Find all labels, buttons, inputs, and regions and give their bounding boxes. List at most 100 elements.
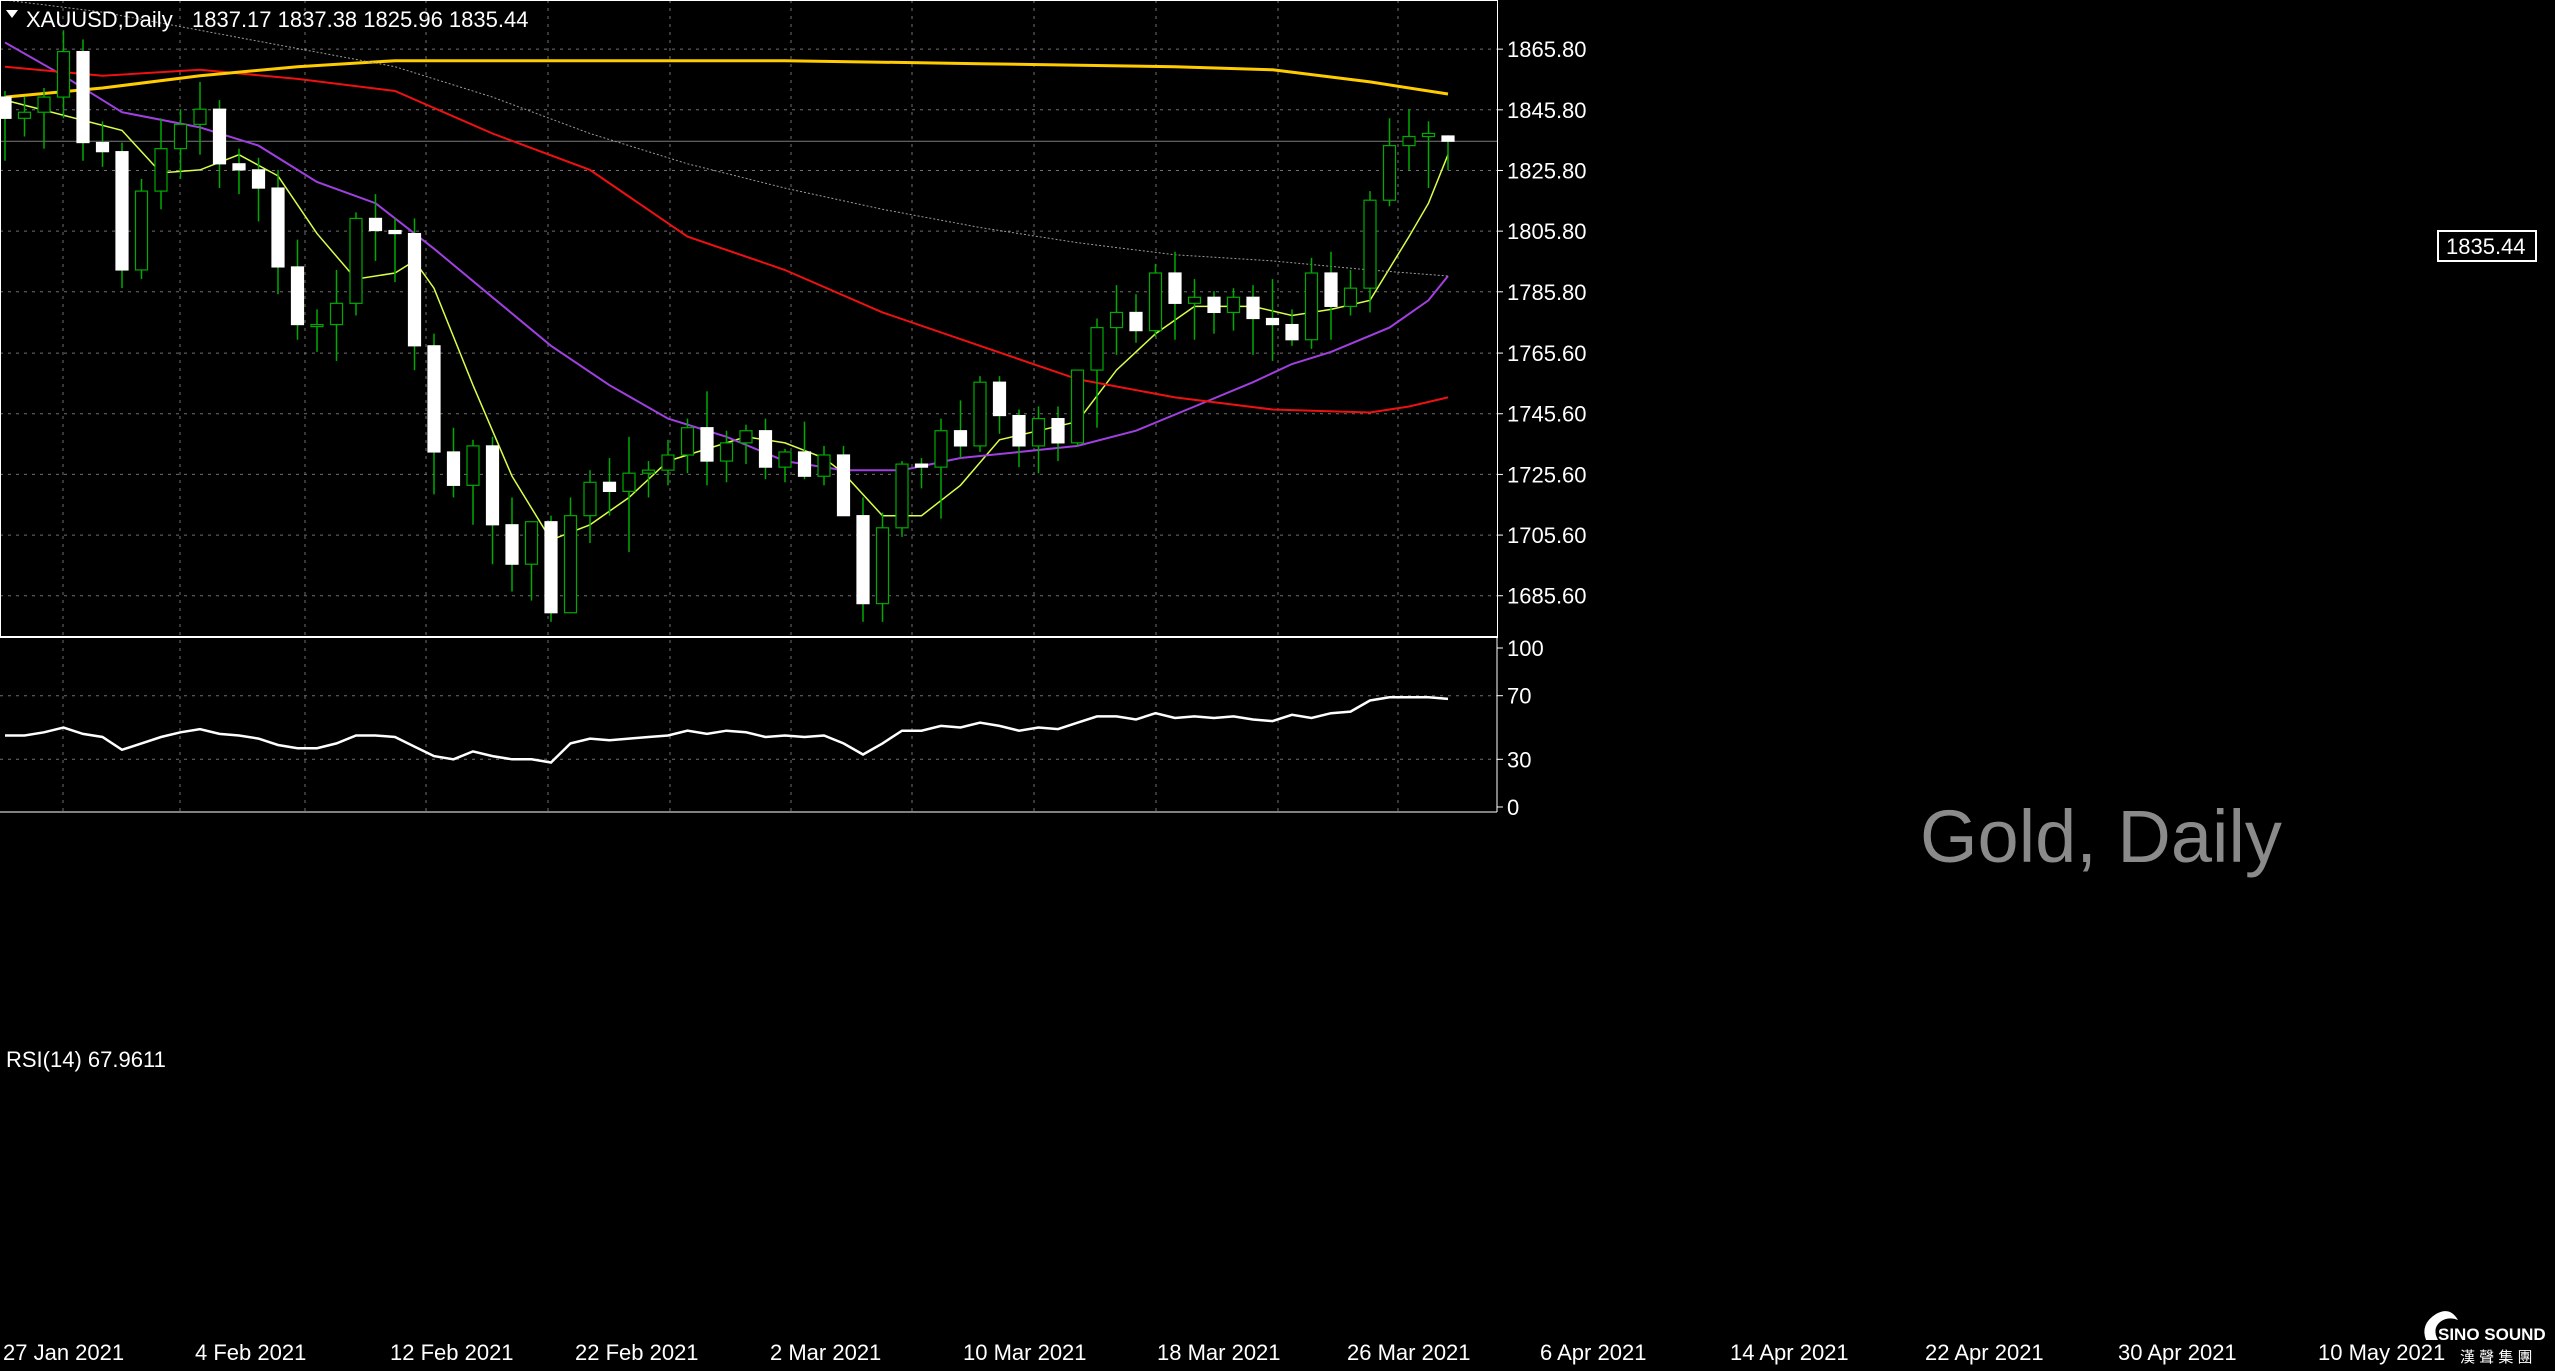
price-tick-label: 1765.60 bbox=[1507, 341, 1587, 366]
candle bbox=[1421, 121, 1436, 189]
ma-mid-line bbox=[4, 41, 1449, 472]
date-label: 27 Jan 2021 bbox=[3, 1340, 124, 1365]
candle-body bbox=[817, 454, 831, 477]
grid bbox=[0, 0, 1497, 812]
date-label: 26 Mar 2021 bbox=[1347, 1340, 1471, 1365]
candle-body bbox=[797, 451, 812, 477]
candle-body bbox=[134, 190, 149, 271]
candle bbox=[485, 436, 500, 565]
candle bbox=[1051, 406, 1065, 462]
candle-body bbox=[992, 381, 1007, 417]
candle bbox=[1187, 279, 1202, 340]
sino-sound-logo: SINO SOUND 漢 聲 集 團 bbox=[2424, 1311, 2546, 1366]
candle bbox=[602, 458, 617, 516]
candle bbox=[953, 400, 968, 459]
candle bbox=[1226, 288, 1241, 331]
price-tick-label: 1745.60 bbox=[1507, 402, 1587, 427]
candle-body bbox=[622, 472, 636, 493]
candle bbox=[1441, 135, 1455, 170]
candle bbox=[934, 418, 948, 519]
candle bbox=[1109, 285, 1124, 355]
candle bbox=[368, 194, 383, 261]
candle bbox=[115, 142, 129, 289]
price-tick-label: 1805.80 bbox=[1507, 219, 1587, 244]
candle-body bbox=[271, 187, 285, 268]
axes: 1865.80 1845.80 1825.80 1805.80 1785.80 1765.… bbox=[0, 0, 2445, 1365]
candle bbox=[329, 269, 344, 361]
ma-long-line bbox=[4, 59, 1449, 99]
candle bbox=[1168, 251, 1182, 340]
price-tick-label: 1705.60 bbox=[1507, 523, 1587, 548]
candle-body bbox=[895, 463, 909, 529]
candle bbox=[1363, 191, 1377, 313]
candle-body bbox=[856, 515, 870, 605]
candle-body bbox=[739, 430, 753, 444]
candle-body bbox=[524, 521, 539, 565]
candle-body bbox=[583, 481, 597, 517]
candle-body bbox=[602, 481, 617, 492]
date-label: 6 Apr 2021 bbox=[1540, 1340, 1646, 1365]
candle-body bbox=[778, 451, 792, 468]
candle-body bbox=[329, 302, 344, 326]
candle bbox=[1304, 257, 1319, 349]
candle bbox=[661, 439, 675, 486]
price-tag-box bbox=[2437, 230, 2537, 262]
candle bbox=[1343, 269, 1358, 316]
candle-body bbox=[719, 442, 734, 462]
candle bbox=[388, 218, 402, 283]
price-tick-label: 1825.80 bbox=[1507, 158, 1587, 183]
candle-body bbox=[232, 163, 246, 171]
candle-body bbox=[505, 524, 519, 565]
rsi-tick-label: 100 bbox=[1507, 636, 1544, 661]
logo-name: SINO SOUND bbox=[2438, 1325, 2546, 1344]
candle bbox=[1207, 291, 1221, 334]
candle-body bbox=[56, 50, 71, 98]
candle-body bbox=[1109, 311, 1124, 329]
candle-body bbox=[544, 521, 558, 614]
candle bbox=[407, 218, 422, 371]
candle bbox=[76, 39, 90, 161]
candle bbox=[1012, 409, 1026, 468]
candle bbox=[797, 421, 812, 480]
date-label: 22 Feb 2021 bbox=[575, 1340, 699, 1365]
candle-body bbox=[563, 515, 578, 614]
candle bbox=[1031, 406, 1046, 474]
price-tick-label: 1845.80 bbox=[1507, 98, 1587, 123]
collapse-triangle-icon[interactable] bbox=[6, 10, 18, 18]
candle bbox=[0, 91, 12, 161]
logo-swirl-icon bbox=[2424, 1311, 2458, 1340]
candle bbox=[466, 439, 480, 525]
candle bbox=[173, 109, 188, 179]
date-label: 12 Feb 2021 bbox=[390, 1340, 514, 1365]
candle-body bbox=[310, 323, 324, 328]
candle-body bbox=[1304, 272, 1319, 341]
candle bbox=[232, 148, 246, 195]
candle-body bbox=[37, 96, 51, 113]
date-label: 18 Mar 2021 bbox=[1157, 1340, 1281, 1365]
candle bbox=[700, 391, 714, 486]
candle-body bbox=[914, 463, 929, 468]
candle bbox=[154, 118, 168, 210]
candle bbox=[193, 81, 207, 155]
candle bbox=[758, 418, 773, 480]
rsi-line bbox=[5, 696, 1449, 764]
candle-body bbox=[1265, 317, 1280, 326]
date-label: 30 Apr 2021 bbox=[2118, 1340, 2237, 1365]
candle-body bbox=[193, 108, 207, 125]
candle-body bbox=[875, 527, 890, 605]
candle-body bbox=[1402, 135, 1416, 147]
candle bbox=[544, 515, 558, 622]
candle-body bbox=[349, 217, 363, 304]
candle-body bbox=[1226, 296, 1241, 314]
candle-body bbox=[173, 123, 188, 150]
candle-body bbox=[680, 427, 695, 456]
symbol-label: XAUUSD,Daily bbox=[26, 7, 173, 32]
rsi-tick-label: 0 bbox=[1507, 795, 1519, 820]
watermark: Gold, Daily bbox=[1920, 795, 2282, 878]
candle-body bbox=[700, 427, 714, 462]
candle bbox=[817, 445, 831, 486]
date-label: 14 Apr 2021 bbox=[1730, 1340, 1849, 1365]
candle-body bbox=[466, 445, 480, 486]
candle bbox=[1265, 279, 1280, 361]
